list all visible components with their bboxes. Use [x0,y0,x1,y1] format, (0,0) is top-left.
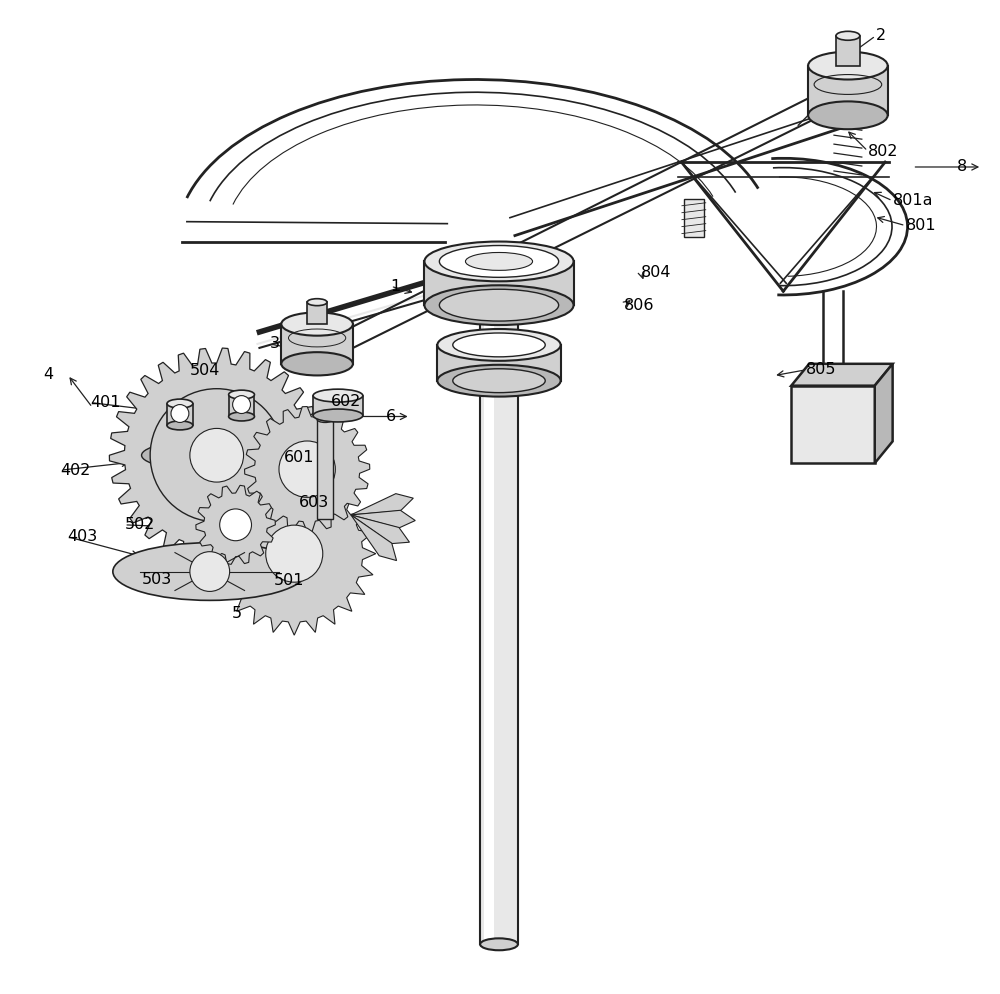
Polygon shape [213,472,376,635]
Bar [791,386,875,463]
Text: 504: 504 [190,363,220,379]
Ellipse shape [808,52,888,80]
Circle shape [233,396,251,414]
Text: 603: 603 [299,495,329,511]
Text: 801: 801 [906,218,936,234]
Text: 1: 1 [391,278,401,294]
Ellipse shape [424,285,574,325]
Circle shape [220,509,252,541]
Ellipse shape [313,389,363,402]
Text: 806: 806 [624,297,655,313]
Circle shape [266,525,323,582]
Bar [317,419,333,519]
Bar [684,199,704,237]
Text: 602: 602 [331,394,361,410]
Ellipse shape [281,352,353,376]
Ellipse shape [439,246,559,277]
Ellipse shape [437,329,561,361]
Ellipse shape [317,416,333,422]
Text: 2: 2 [876,28,886,44]
Circle shape [171,405,189,422]
Circle shape [190,552,230,591]
Ellipse shape [229,390,254,399]
Text: 402: 402 [61,462,91,478]
Ellipse shape [480,938,518,950]
Text: 501: 501 [273,573,304,588]
Bar [167,404,193,425]
Text: 3: 3 [269,336,279,352]
Text: 503: 503 [142,572,172,587]
Text: 401: 401 [90,395,121,411]
Polygon shape [351,515,409,544]
Ellipse shape [167,421,193,429]
Bar [484,278,494,944]
Bar [281,324,353,364]
Bar [307,302,327,324]
Text: 804: 804 [641,264,672,280]
Ellipse shape [437,365,561,397]
Ellipse shape [307,298,327,305]
Ellipse shape [424,242,574,281]
Text: 802: 802 [868,143,898,159]
Ellipse shape [808,101,888,129]
Ellipse shape [465,252,533,270]
Polygon shape [875,364,893,463]
Text: 8: 8 [957,159,967,175]
Text: 6: 6 [386,409,396,424]
Text: 403: 403 [68,529,98,545]
Ellipse shape [453,333,545,357]
Bar [480,278,518,944]
Ellipse shape [229,412,254,420]
Circle shape [279,441,335,497]
Text: 502: 502 [124,517,155,533]
Text: 601: 601 [284,449,315,465]
Ellipse shape [142,439,292,471]
Polygon shape [351,494,413,515]
Polygon shape [351,515,397,561]
Polygon shape [245,407,370,532]
Bar [808,66,888,115]
Ellipse shape [113,543,307,600]
Circle shape [190,428,244,482]
Ellipse shape [281,312,353,336]
Polygon shape [791,364,893,386]
Ellipse shape [836,31,860,40]
Ellipse shape [453,369,545,393]
Bar [229,395,254,416]
Bar [836,36,860,66]
Polygon shape [196,485,275,565]
Ellipse shape [313,410,363,421]
Text: 801a: 801a [893,193,933,209]
Text: 5: 5 [232,605,242,621]
Polygon shape [109,348,324,563]
Bar [313,396,363,415]
Bar [437,345,561,381]
Circle shape [150,389,283,522]
Text: 4: 4 [43,367,53,383]
Text: 805: 805 [806,362,837,378]
Polygon shape [351,510,415,528]
Ellipse shape [439,289,559,321]
Bar [424,261,574,305]
Ellipse shape [480,272,518,284]
Ellipse shape [167,400,193,408]
